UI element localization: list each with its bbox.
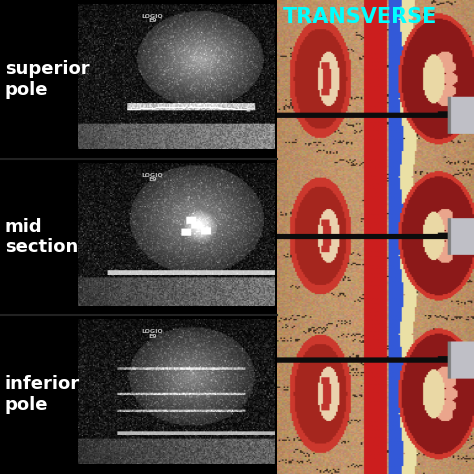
- Text: LOGIQ
E9: LOGIQ E9: [142, 13, 164, 23]
- FancyBboxPatch shape: [0, 159, 277, 315]
- Text: LOGIQ
E9: LOGIQ E9: [142, 328, 164, 338]
- Text: TRANSVERSE: TRANSVERSE: [283, 7, 438, 27]
- FancyBboxPatch shape: [0, 0, 277, 159]
- Text: superior
pole: superior pole: [5, 60, 90, 99]
- Text: LOGIQ
E9: LOGIQ E9: [142, 172, 164, 182]
- FancyBboxPatch shape: [0, 315, 277, 474]
- Text: inferior
pole: inferior pole: [5, 375, 80, 414]
- Text: mid
section: mid section: [5, 218, 78, 256]
